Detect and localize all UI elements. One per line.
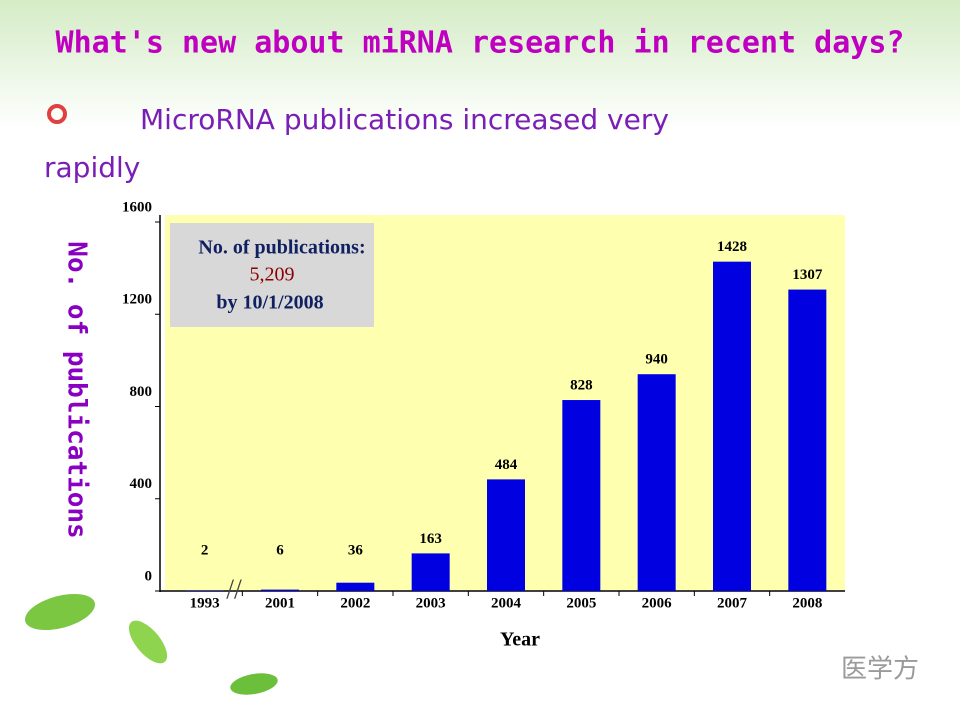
x-tick-label: 2007 bbox=[717, 595, 748, 611]
x-tick-label: 2005 bbox=[566, 595, 596, 611]
bar bbox=[713, 261, 751, 591]
value-label: 163 bbox=[419, 531, 442, 547]
bar bbox=[562, 400, 601, 591]
value-label: 36 bbox=[348, 542, 364, 558]
bar bbox=[487, 479, 525, 591]
value-label: 6 bbox=[276, 542, 284, 558]
bar bbox=[261, 589, 299, 591]
x-tick-label: 2006 bbox=[642, 595, 673, 611]
bar bbox=[336, 582, 375, 591]
y-axis-label: No. of publications bbox=[62, 241, 92, 538]
value-label: 1428 bbox=[717, 239, 747, 255]
leaf bbox=[24, 593, 96, 631]
leaf bbox=[128, 620, 168, 664]
x-tick-label: 2008 bbox=[792, 595, 822, 611]
annotation-heading: No. of publications: bbox=[198, 237, 365, 259]
annotation-date: by 10/1/2008 bbox=[216, 292, 323, 314]
bar bbox=[637, 374, 676, 591]
annotation-box bbox=[170, 223, 374, 327]
value-label: 1307 bbox=[792, 267, 823, 283]
x-tick-label: 2004 bbox=[491, 595, 522, 611]
bar bbox=[411, 553, 450, 591]
watermark: 医学方 bbox=[841, 655, 919, 685]
value-label: 940 bbox=[645, 352, 668, 368]
subtitle: MicroRNA publications increased very rap… bbox=[44, 103, 669, 184]
x-tick-label: 1993 bbox=[190, 595, 220, 611]
y-tick-label: 0 bbox=[145, 568, 153, 584]
annotation-value: 5,209 bbox=[250, 264, 295, 286]
value-label: 484 bbox=[495, 457, 518, 473]
bullet bbox=[47, 104, 67, 124]
x-tick-label: 2003 bbox=[416, 595, 446, 611]
x-tick-label: 2001 bbox=[265, 595, 295, 611]
y-tick-label: 800 bbox=[130, 384, 153, 400]
y-tick-label: 400 bbox=[130, 476, 153, 492]
title: What's new about miRNA research in recen… bbox=[56, 26, 905, 61]
value-label: 828 bbox=[570, 377, 593, 393]
y-tick-label: 1200 bbox=[122, 292, 152, 308]
value-label: 2 bbox=[201, 542, 209, 558]
x-tick-label: 2002 bbox=[340, 595, 370, 611]
y-tick-label: 1600 bbox=[122, 199, 152, 215]
bar bbox=[788, 289, 827, 591]
leaf bbox=[230, 673, 278, 695]
axis-break: // bbox=[226, 574, 242, 605]
x-axis-label: Year bbox=[500, 629, 540, 651]
